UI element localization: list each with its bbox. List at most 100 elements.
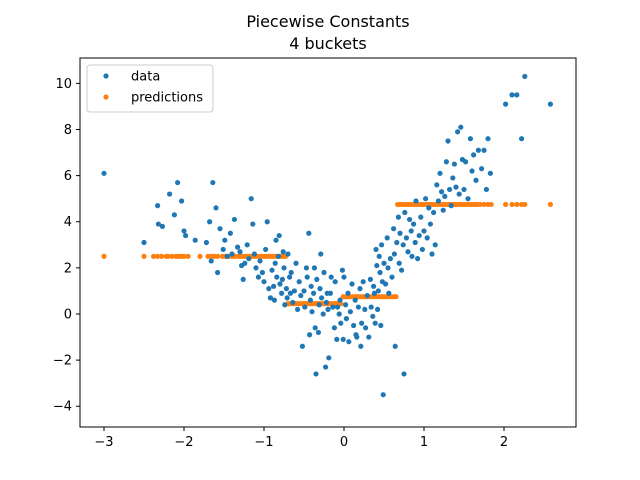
data-point [340,336,346,342]
data-point [313,371,319,377]
data-point [281,265,287,271]
data-point [237,249,243,255]
data-point [392,343,398,349]
prediction-point [215,253,221,259]
data-point [412,239,418,246]
data-point [370,313,376,319]
data-point [274,274,280,280]
data-point [467,136,473,142]
data-point [483,186,489,193]
legend-marker-data [103,73,109,79]
prediction-point [481,201,487,208]
data-point [215,269,221,276]
prediction-point [159,253,165,259]
data-point [397,230,403,236]
data-point [276,232,282,239]
prediction-point [197,253,203,259]
data-point [284,295,290,301]
data-point [309,309,315,315]
prediction-point [169,253,175,259]
data-point [207,219,213,225]
data-point [458,124,464,130]
data-point [235,244,241,250]
data-point [396,260,402,266]
data-point [445,138,451,144]
data-point [418,214,424,220]
x-tick-label: 1 [420,435,428,450]
data-point [323,299,329,306]
data-point [469,168,475,174]
data-point [427,221,433,227]
legend: data predictions [86,64,214,113]
data-point [224,253,230,259]
x-axis: −3 −2 −1 0 1 2 [94,427,508,450]
data-point [171,212,177,218]
data-point [308,283,314,289]
data-point [250,221,256,227]
data-point [271,297,277,303]
data-point [357,286,363,292]
data-point [503,101,509,107]
data-point [257,258,263,264]
data-point [487,170,493,176]
data-point [409,253,415,259]
x-tick-label: 0 [340,435,348,450]
data-point [481,147,487,153]
x-tick-label: −2 [174,435,193,450]
data-point [338,320,344,326]
data-series [101,73,554,398]
data-point [311,265,317,271]
data-point [448,203,454,209]
data-point [155,221,161,227]
data-point [366,334,372,340]
data-point [269,267,275,273]
data-point [266,286,272,292]
data-point [358,343,364,349]
x-tick-label: −3 [94,435,113,450]
data-point [318,251,324,257]
data-point [403,235,409,241]
y-tick-label: 8 [64,123,72,138]
data-point [352,297,358,303]
prediction-point [141,253,147,259]
prediction-point [547,201,554,208]
data-point [475,147,481,153]
data-point [373,246,379,253]
data-point [391,226,397,232]
data-point [280,249,286,255]
data-point [217,226,223,232]
data-point [330,304,336,310]
data-point [451,161,457,167]
data-point [287,274,293,280]
data-point [423,196,429,202]
data-point [317,286,323,292]
data-point [355,304,361,310]
data-point [227,230,233,236]
data-point [222,237,228,243]
data-point [434,182,440,188]
data-point [301,288,307,294]
data-point [345,290,351,296]
prediction-point [165,253,171,259]
data-point [347,309,353,315]
data-point [246,256,252,262]
data-point [450,175,456,181]
data-point [400,242,406,248]
y-tick-label: 4 [64,215,72,230]
data-point [354,334,360,340]
data-point [315,329,321,336]
data-point [408,228,414,234]
data-point [331,325,337,331]
data-point [181,228,187,234]
data-point [296,279,302,285]
prediction-point [155,253,161,259]
prediction-point [151,253,157,259]
data-point [314,276,320,282]
data-point [295,306,301,312]
data-point [337,297,343,303]
data-point [290,299,296,306]
data-point [435,198,441,204]
data-point [439,189,445,195]
data-point [431,209,437,216]
